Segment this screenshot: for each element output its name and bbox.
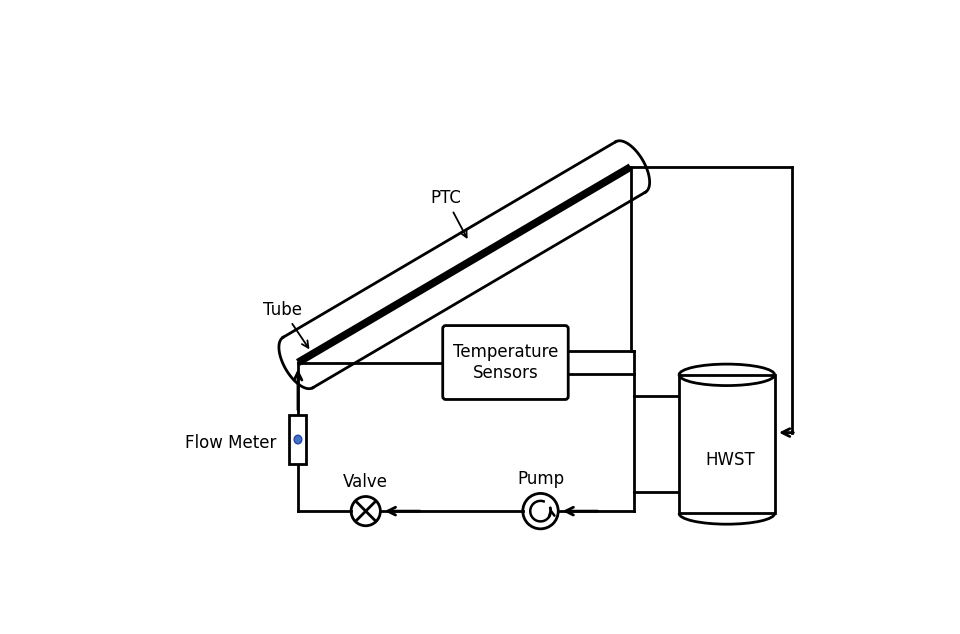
Text: Valve: Valve <box>344 473 388 491</box>
Text: Flow Meter: Flow Meter <box>184 434 276 453</box>
Text: Pump: Pump <box>516 470 564 488</box>
Text: PTC: PTC <box>430 189 467 237</box>
Bar <box>290 415 306 464</box>
Bar <box>679 375 775 514</box>
Ellipse shape <box>294 435 301 444</box>
FancyBboxPatch shape <box>443 326 568 399</box>
Text: Temperature
Sensors: Temperature Sensors <box>453 343 558 382</box>
Text: HWST: HWST <box>706 451 756 469</box>
Text: Tube: Tube <box>263 301 308 348</box>
